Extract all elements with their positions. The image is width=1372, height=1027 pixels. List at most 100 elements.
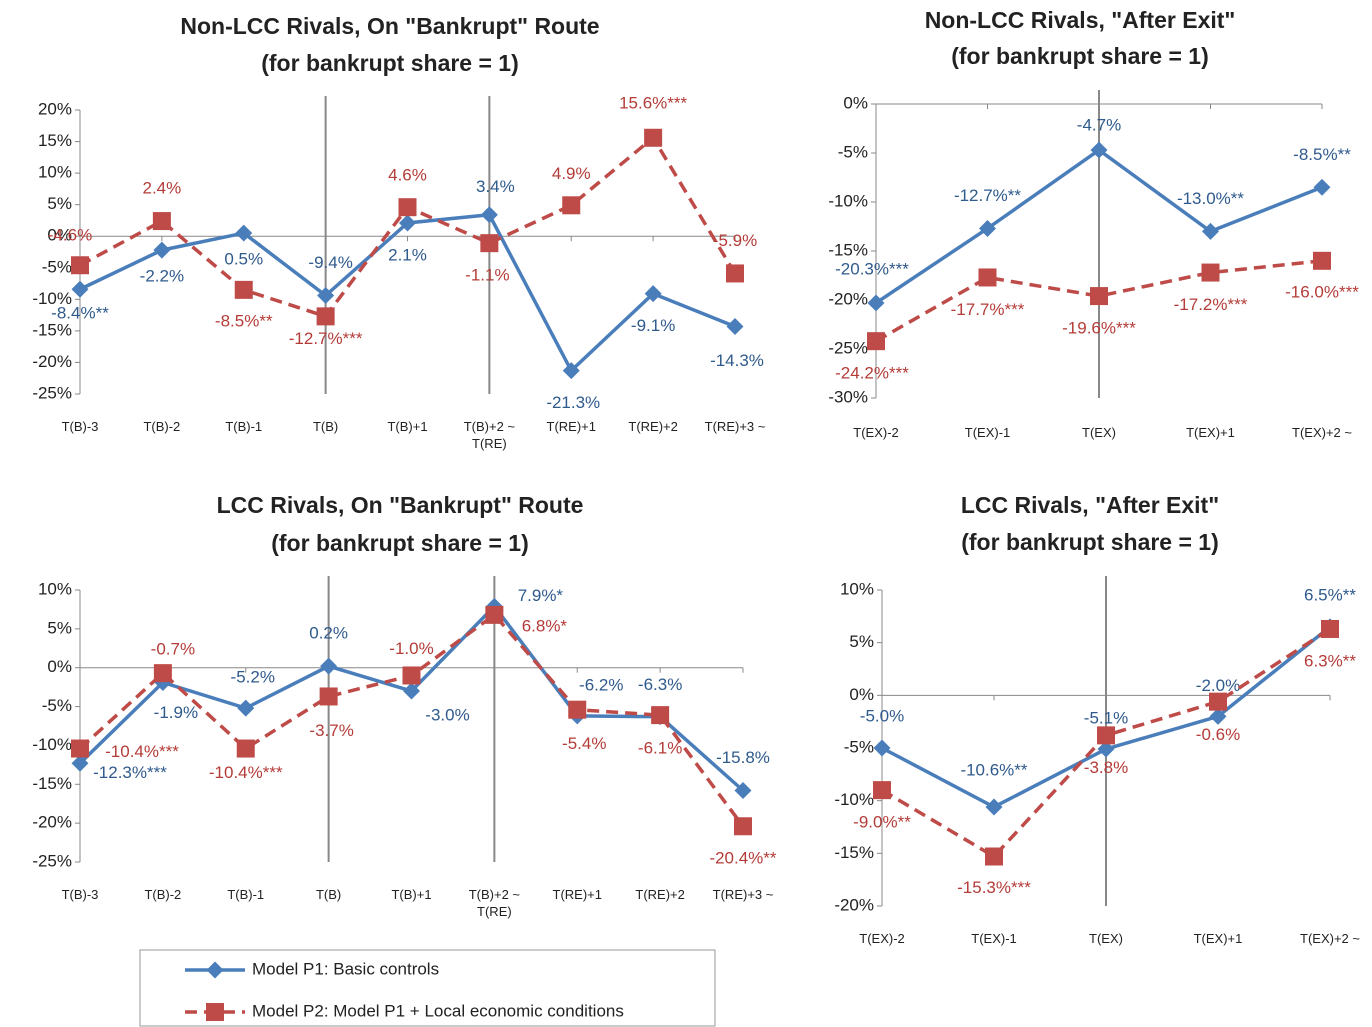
data-label: -19.6%***: [1062, 319, 1136, 338]
data-marker: [480, 206, 498, 224]
legend-box: [139, 949, 716, 1027]
data-marker: [320, 657, 338, 675]
data-marker: [317, 287, 335, 305]
data-marker: [1313, 178, 1331, 196]
data-marker: [319, 687, 338, 706]
data-label: -10.6%**: [960, 760, 1027, 779]
data-label: -20.4%**: [709, 849, 776, 868]
data-marker: [399, 214, 416, 232]
data-marker: [867, 294, 885, 312]
data-marker: [485, 605, 504, 624]
data-marker: [1313, 251, 1331, 270]
legend-marker: [206, 1003, 224, 1021]
data-label: -5.1%: [1084, 709, 1128, 728]
data-label: -14.3%: [710, 351, 764, 370]
chart-subtitle: (for bankrupt share = 1): [951, 43, 1209, 69]
y-tick-label: 0%: [47, 657, 72, 676]
data-marker: [651, 706, 670, 725]
x-tick-label: T(B)-3: [61, 419, 99, 434]
y-tick-label: -15%: [32, 774, 72, 793]
data-marker: [979, 219, 996, 237]
data-marker: [1201, 263, 1220, 282]
data-label: 3.4%: [476, 177, 515, 196]
x-tick-label: T(EX)-2: [853, 425, 899, 440]
x-tick-label: T(RE)+2: [635, 887, 685, 902]
data-label: -5.9%: [713, 231, 757, 250]
y-tick-label: -30%: [828, 387, 868, 406]
y-tick-label: 10%: [840, 579, 874, 598]
y-tick-label: 0%: [47, 226, 72, 245]
data-label: -4.7%: [1077, 116, 1121, 135]
data-marker: [985, 847, 1003, 866]
y-tick-label: -15%: [32, 320, 72, 339]
x-tick-label: T(EX): [1089, 931, 1123, 946]
x-tick-label: T(EX)-1: [971, 931, 1017, 946]
y-tick-label: -15%: [834, 843, 874, 862]
data-marker: [237, 699, 255, 717]
x-tick-label: T(EX)+1: [1193, 931, 1243, 946]
data-label: 2.4%: [143, 179, 182, 198]
data-label: -8.4%**: [51, 304, 109, 323]
data-marker: [1097, 740, 1115, 758]
data-label: 7.9%*: [518, 586, 564, 605]
data-marker: [873, 781, 891, 800]
y-tick-label: 0%: [843, 93, 868, 112]
data-label: -9.1%: [631, 316, 675, 335]
chart-title: Non-LCC Rivals, On "Bankrupt" Route: [180, 13, 599, 39]
data-marker: [235, 224, 253, 242]
y-tick-label: 10%: [38, 163, 72, 182]
data-label: -15.8%: [716, 748, 770, 767]
data-label: 2.1%: [388, 245, 427, 264]
data-marker: [1209, 707, 1227, 725]
data-label: -4.6%: [48, 226, 92, 245]
x-tick-label: T(B): [315, 887, 342, 902]
x-tick-label: T(B)-1: [227, 887, 265, 902]
x-tick-label: T(RE)+3 ~: [712, 887, 774, 902]
data-label: -17.2%***: [1174, 295, 1248, 314]
data-label: -12.3%***: [93, 763, 167, 782]
data-label: -9.0%**: [853, 813, 911, 832]
data-label: -12.7%***: [289, 329, 363, 348]
data-marker: [873, 739, 891, 757]
data-label: -5.2%: [231, 668, 275, 687]
data-marker: [236, 739, 255, 758]
data-label: -1.9%: [154, 703, 198, 722]
chart-title: LCC Rivals, "After Exit": [961, 492, 1219, 518]
data-label: -8.5%**: [1293, 145, 1351, 164]
chart-subtitle: (for bankrupt share = 1): [271, 530, 529, 556]
data-label: -13.0%**: [1177, 189, 1244, 208]
y-tick-label: 5%: [849, 632, 874, 651]
y-tick-label: -5%: [42, 696, 72, 715]
data-label: -3.7%: [309, 721, 353, 740]
y-tick-label: 0%: [849, 685, 874, 704]
x-tick-label: T(RE)+3 ~: [704, 419, 766, 434]
x-tick-label: T(RE)+1: [552, 887, 602, 902]
data-marker: [153, 664, 172, 683]
data-marker: [734, 782, 752, 799]
data-label: -21.3%: [546, 393, 600, 412]
series-line: [875, 259, 1323, 343]
data-marker: [568, 700, 587, 719]
y-tick-label: -10%: [828, 191, 868, 210]
data-marker: [71, 739, 89, 758]
data-marker: [726, 264, 744, 283]
data-label: 0.5%: [224, 250, 263, 269]
data-marker: [562, 196, 581, 215]
data-label: 6.3%**: [1304, 651, 1356, 670]
data-marker: [71, 280, 89, 298]
chart-subtitle: (for bankrupt share = 1): [961, 529, 1219, 555]
data-label: 6.8%*: [522, 616, 568, 635]
data-marker: [152, 212, 171, 231]
y-tick-label: -5%: [844, 737, 874, 756]
y-tick-label: 20%: [38, 99, 72, 118]
data-marker: [316, 307, 335, 326]
data-label: -2.2%: [140, 267, 184, 286]
data-label: 15.6%***: [619, 93, 687, 112]
x-tick-label: T(B)+1: [391, 887, 432, 902]
y-tick-label: -25%: [32, 383, 72, 402]
x-tick-label: T(B)-3: [61, 887, 99, 902]
data-label: -6.2%: [579, 675, 623, 694]
data-marker: [1090, 287, 1108, 306]
